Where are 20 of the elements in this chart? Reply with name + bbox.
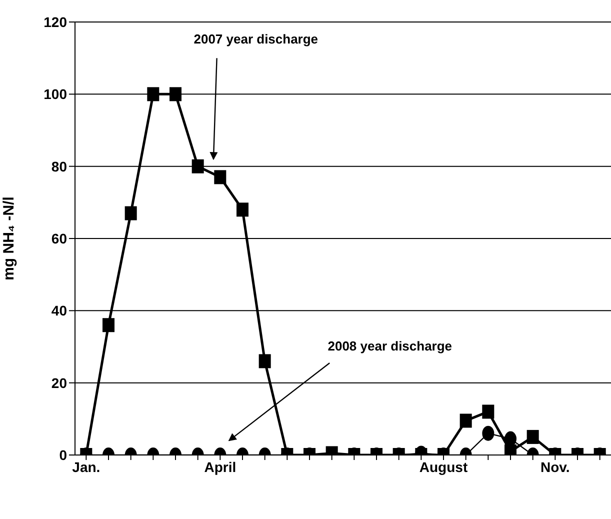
point bbox=[236, 202, 248, 217]
point bbox=[147, 87, 160, 102]
y-tick-label: 40 bbox=[51, 302, 68, 319]
y-tick-label: 0 bbox=[59, 446, 68, 463]
x-tick-label: April bbox=[204, 458, 236, 475]
y-tick-label: 20 bbox=[51, 374, 68, 391]
x-tick-label: August bbox=[419, 458, 468, 475]
text: 2007 year discharge bbox=[194, 32, 318, 47]
y-tick-label: 60 bbox=[51, 230, 68, 246]
x-tick-label: Nov. bbox=[540, 458, 570, 475]
point bbox=[170, 87, 182, 102]
y-tick-label: 100 bbox=[44, 86, 68, 102]
point bbox=[124, 206, 137, 220]
point bbox=[192, 159, 204, 174]
y-axis-title: mg NH₄ -N/l bbox=[0, 196, 18, 280]
x-tick-label: Jan. bbox=[72, 458, 100, 475]
y-tick-label: 120 bbox=[44, 14, 68, 30]
text: 2008 year discharge bbox=[328, 338, 452, 354]
y-tick-label: 80 bbox=[51, 158, 68, 174]
point bbox=[214, 170, 226, 184]
